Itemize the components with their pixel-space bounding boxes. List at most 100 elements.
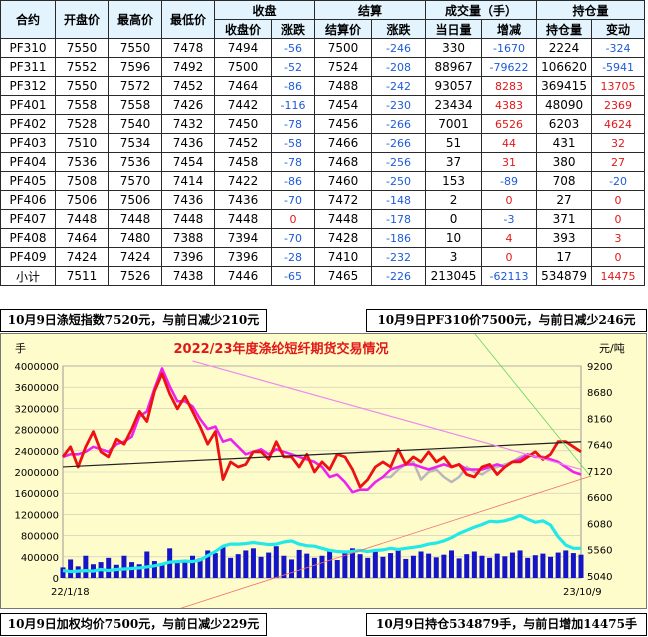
weighted-average-line <box>62 367 582 494</box>
cell-close: 7394 <box>214 228 272 248</box>
cell-vol: 51 <box>425 133 483 153</box>
cell-oi-chg: 0 <box>591 209 646 229</box>
cell-close-chg: -56 <box>270 38 316 58</box>
cell-settle-chg: -246 <box>371 38 427 58</box>
cell-oi-chg: 32 <box>591 133 646 153</box>
cell-settle-chg: -256 <box>371 152 427 172</box>
volume-bar <box>220 546 226 578</box>
cell-low: 7436 <box>161 190 215 210</box>
table-row: PF312 7550 7572 7452 7464 -86 7488 -242 93057 828… <box>0 76 646 96</box>
cell-vol-chg: -79622 <box>481 57 538 77</box>
volume-bar <box>250 548 256 578</box>
cell-open: 7558 <box>55 95 109 115</box>
header-contract: 合约 <box>0 0 56 39</box>
volume-bar <box>471 551 477 578</box>
cell-close-chg: -86 <box>270 76 316 96</box>
cell-close-chg: -78 <box>270 114 316 134</box>
cell-settle-chg: -148 <box>371 190 427 210</box>
cell-oi: 534879 <box>536 266 593 286</box>
cell-close: 7396 <box>214 247 272 267</box>
table-row: PF310 7550 7550 7478 7494 -56 7500 -246 330 -1670… <box>0 38 646 58</box>
cell-settle-chg: -250 <box>371 171 427 191</box>
cell-settle-chg: -208 <box>371 57 427 77</box>
cell-low: 7388 <box>161 228 215 248</box>
cell-contract: PF408 <box>0 228 56 248</box>
cell-oi-chg: -20 <box>591 171 646 191</box>
cell-high: 7540 <box>108 114 162 134</box>
header-volume-change: 增减 <box>481 19 538 39</box>
cell-close: 7446 <box>214 266 272 286</box>
volume-bar <box>68 559 74 578</box>
right-tick-label: 5560 <box>587 546 612 557</box>
volume-bar <box>342 552 348 578</box>
note-weighted-average: 10月9日加权均价7500元，与前日减少229元 <box>0 613 267 636</box>
volume-bar <box>570 553 576 578</box>
header-close-change: 涨跌 <box>270 19 316 39</box>
volume-bar <box>159 563 165 578</box>
header-settle-change: 涨跌 <box>371 19 427 39</box>
cell-settle: 7454 <box>314 95 373 115</box>
cell-low: 7492 <box>161 57 215 77</box>
cell-open: 7552 <box>55 57 109 77</box>
cell-settle: 7460 <box>314 171 373 191</box>
cell-settle-chg: -178 <box>371 209 427 229</box>
header-volume-today: 当日量 <box>425 19 483 39</box>
volume-bar <box>212 553 218 578</box>
cell-contract: PF402 <box>0 114 56 134</box>
cell-oi: 380 <box>536 152 593 172</box>
cell-vol: 153 <box>425 171 483 191</box>
header-close-group: 收盘 <box>213 0 316 20</box>
cell-vol-chg: 6526 <box>481 114 538 134</box>
cell-settle-chg: -266 <box>371 133 427 153</box>
cell-vol: 88967 <box>425 57 483 77</box>
cell-low: 7452 <box>161 76 215 96</box>
cell-high: 7506 <box>108 190 162 210</box>
cell-vol-chg: -3 <box>481 209 538 229</box>
cell-settle: 7465 <box>314 266 373 286</box>
cell-vol: 93057 <box>425 76 483 96</box>
cell-open: 7508 <box>55 171 109 191</box>
cell-vol: 0 <box>425 209 483 229</box>
open-interest-line <box>62 513 581 574</box>
cell-low: 7396 <box>161 247 215 267</box>
volume-bar <box>243 550 249 578</box>
header-settle-group: 结算 <box>314 0 427 20</box>
left-tick-label: 2800000 <box>14 426 59 437</box>
volume-bar <box>334 559 340 578</box>
volume-bar <box>182 562 188 578</box>
cell-high: 7534 <box>108 133 162 153</box>
header-oi-change: 变动 <box>591 19 646 39</box>
volume-bar <box>456 558 462 578</box>
cell-low: 7454 <box>161 152 215 172</box>
volume-bar <box>273 546 279 578</box>
cell-vol-chg: -62113 <box>481 266 538 286</box>
cell-contract: PF409 <box>0 247 56 267</box>
cell-open: 7448 <box>55 209 109 229</box>
table-row: 小计 7511 7526 7438 7446 -65 7465 -226 213045 -6211… <box>0 266 646 286</box>
volume-bar <box>174 560 180 578</box>
cell-oi: 393 <box>536 228 593 248</box>
cell-low: 7414 <box>161 171 215 191</box>
cell-vol-chg: 4 <box>481 228 538 248</box>
volume-bar <box>410 555 416 578</box>
volume-bar <box>349 548 355 578</box>
volume-bar <box>327 550 333 578</box>
cell-settle-chg: -266 <box>371 114 427 134</box>
cell-oi: 106620 <box>536 57 593 77</box>
cell-high: 7550 <box>108 38 162 58</box>
cell-oi-chg: 0 <box>591 190 646 210</box>
volume-bar <box>494 553 500 578</box>
left-tick-label: 800000 <box>21 532 59 543</box>
volume-bar <box>532 555 538 578</box>
cell-contract: PF407 <box>0 209 56 229</box>
left-tick-label: 2000000 <box>14 468 59 479</box>
cell-close: 7500 <box>214 57 272 77</box>
cell-close-chg: -28 <box>270 247 316 267</box>
volume-bar <box>487 557 493 578</box>
right-tick-label: 6080 <box>587 519 612 530</box>
cell-high: 7570 <box>108 171 162 191</box>
cell-settle: 7468 <box>314 152 373 172</box>
volume-bar <box>395 549 401 578</box>
volume-bar <box>380 556 386 578</box>
note-pf310: 10月9日PF310价7500元，与前日减少246元 <box>366 309 647 332</box>
